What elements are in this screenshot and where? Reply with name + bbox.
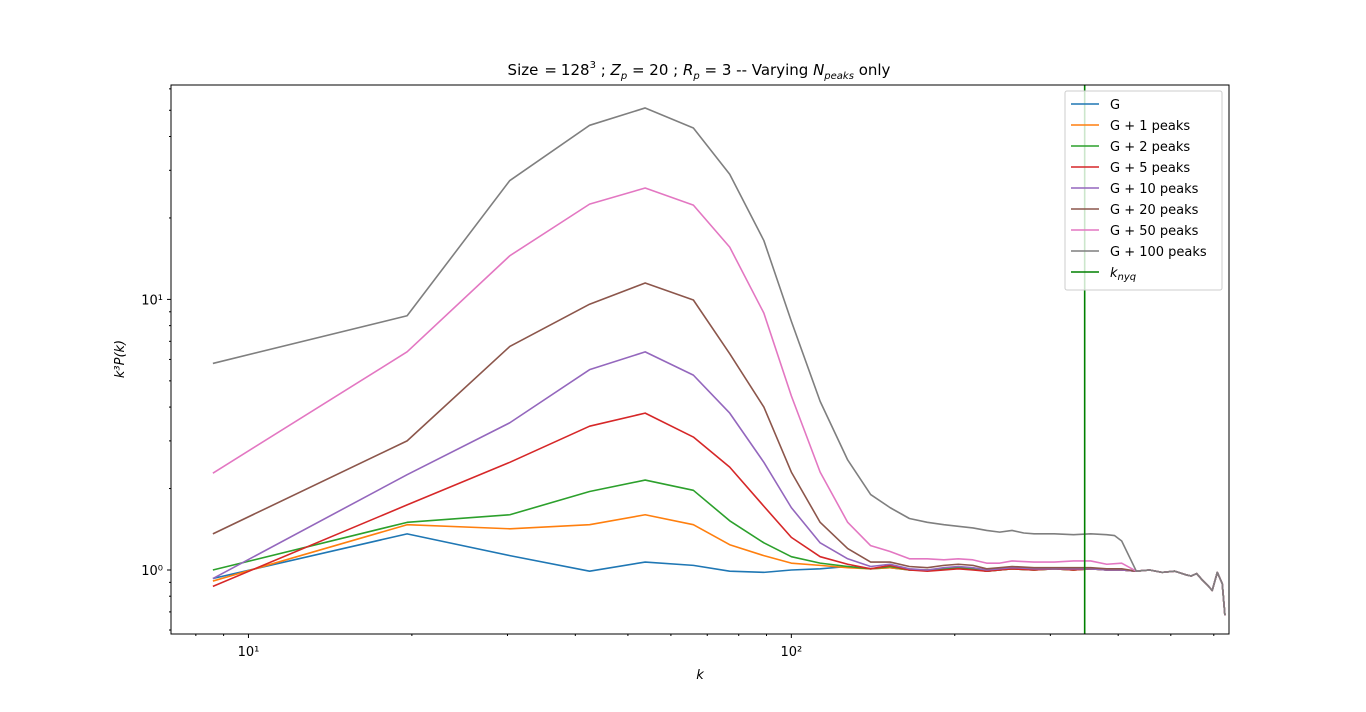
y-axis: 10⁰ 10¹ bbox=[141, 88, 171, 631]
legend-label: G + 2 peaks bbox=[1110, 140, 1190, 155]
y-axis-label: k³P(k) bbox=[113, 340, 128, 378]
legend-frame bbox=[1064, 90, 1223, 291]
legend-label: knyq bbox=[1110, 266, 1136, 283]
x-tick-label: 10² bbox=[780, 645, 802, 660]
legend-label: G + 10 peaks bbox=[1110, 182, 1199, 197]
legend-label: G + 20 peaks bbox=[1110, 203, 1199, 218]
legend-label: G + 50 peaks bbox=[1110, 224, 1199, 239]
x-axis-label: k bbox=[696, 668, 704, 683]
plot-area bbox=[170, 84, 1230, 635]
series-line-7 bbox=[212, 107, 1226, 616]
legend-label: G bbox=[1110, 98, 1120, 113]
x-tick-label: 10¹ bbox=[238, 645, 260, 660]
x-axis: 10¹ 10² bbox=[195, 634, 1215, 660]
chart-title: Size = 1283 ; Zp = 20 ; Rp = 3 -- Varying … bbox=[508, 60, 891, 82]
series-layer bbox=[212, 85, 1226, 634]
y-tick-label: 10⁰ bbox=[141, 564, 163, 579]
legend-items: G G + 1 peaks G + 2 peaks G + 5 peaks G + 10… bbox=[1071, 98, 1207, 283]
legend-label: G + 1 peaks bbox=[1110, 119, 1190, 134]
y-tick-label: 10¹ bbox=[141, 293, 163, 308]
legend: G G + 1 peaks G + 2 peaks G + 5 peaks G + 10… bbox=[1064, 90, 1223, 291]
title-part-size: Size bbox=[508, 61, 539, 79]
legend-label: G + 100 peaks bbox=[1110, 245, 1207, 260]
legend-label: G + 5 peaks bbox=[1110, 161, 1190, 176]
